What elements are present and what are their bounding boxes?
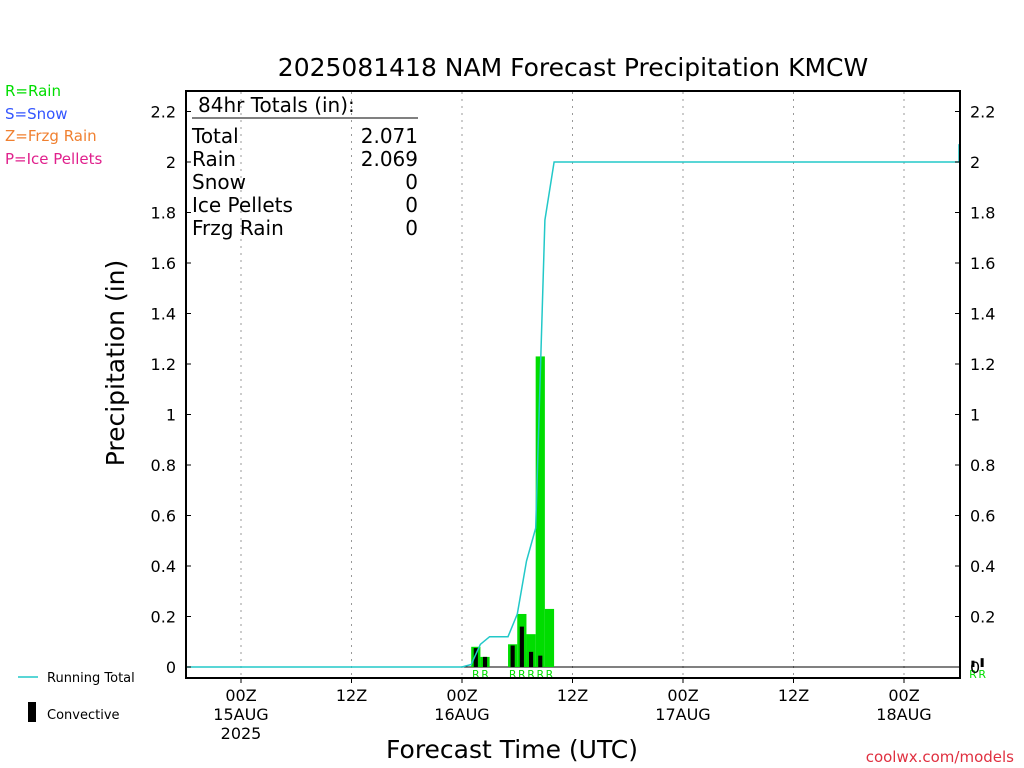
y-tick-label-left: 0.2 — [151, 608, 176, 627]
totals-frzg-rain-value: 0 — [405, 216, 418, 240]
convective-bar — [510, 645, 515, 667]
totals-rain-label: Rain — [192, 147, 236, 171]
y-tick-label-right: 0 — [970, 658, 980, 677]
x-tick-label: 12Z — [336, 686, 367, 705]
y-tick-label-left: 0 — [166, 658, 176, 677]
convective-bar — [980, 658, 984, 667]
site-credit: coolwx.com/models — [866, 748, 1014, 766]
convective-bars — [473, 626, 984, 667]
y-tick-label-right: 0.6 — [970, 507, 995, 526]
y-tick-label-right: 1.8 — [970, 204, 995, 223]
y-tick-label-right: 0.2 — [970, 608, 995, 627]
ptype-legend: R=Rain S=Snow Z=Frzg Rain P=Ice Pellets — [5, 82, 102, 168]
convective-bar — [519, 626, 524, 667]
totals-total-value: 2.071 — [361, 124, 418, 148]
y-tick-label-left: 1.4 — [151, 305, 176, 324]
x-tick-label: 12Z — [778, 686, 809, 705]
y-tick-label-left: 0.8 — [151, 456, 176, 475]
precip-bar — [535, 356, 545, 667]
convective-bar — [971, 660, 975, 667]
ptype-label: R — [518, 668, 526, 681]
legend-snow: S=Snow — [5, 105, 68, 123]
ptype-label: R — [969, 668, 977, 681]
ptype-label: R — [978, 668, 986, 681]
y-tick-label-right: 0.4 — [970, 557, 995, 576]
totals-total-label: Total — [191, 124, 239, 148]
x-tick-label: 00Z — [446, 686, 477, 705]
y-tick-label-right: 1 — [970, 406, 980, 425]
y-tick-label-left: 2.2 — [151, 103, 176, 122]
totals-heading: 84hr Totals (in): — [198, 93, 355, 117]
totals-ice-pellets-value: 0 — [405, 193, 418, 217]
totals-snow-value: 0 — [405, 170, 418, 194]
x-tick-label: 15AUG — [213, 705, 268, 724]
y-tick-label-right: 0.8 — [970, 456, 995, 475]
x-axis-label: Forecast Time (UTC) — [386, 735, 638, 764]
precip-bar — [544, 608, 555, 667]
y-tick-label-right: 1.6 — [970, 254, 995, 273]
legend-ice-pellets: P=Ice Pellets — [5, 150, 102, 168]
convective-bar — [538, 655, 543, 667]
y-tick-label-left: 1.2 — [151, 355, 176, 374]
convective-legend-label: Convective — [47, 708, 120, 723]
x-tick-label: 2025 — [221, 724, 262, 743]
precip-bar — [526, 634, 536, 667]
convective-bar — [482, 656, 488, 667]
y-tick-label-left: 0.4 — [151, 557, 176, 576]
y-tick-label-left: 1 — [166, 406, 176, 425]
x-tick-label: 17AUG — [655, 705, 710, 724]
ptype-label: R — [546, 668, 554, 681]
y-tick-label-right: 2.2 — [970, 103, 995, 122]
y-tick-label-left: 2 — [166, 153, 176, 172]
totals-box: 84hr Totals (in): Total 2.071 Rain 2.069… — [191, 93, 418, 240]
ptype-label: R — [481, 668, 489, 681]
running-total-legend-label: Running Total — [47, 671, 135, 686]
y-axis-ticks: 0 00.2 0.20.4 0.40.6 0.60.8 0.81 11.2 1.21.4 1.4… — [151, 103, 996, 678]
convective-bar — [473, 648, 478, 667]
totals-snow-label: Snow — [192, 170, 246, 194]
y-tick-label-left: 1.8 — [151, 204, 176, 223]
y-tick-label-right: 1.2 — [970, 355, 995, 374]
totals-rain-value: 2.069 — [361, 147, 418, 171]
chart-title: 2025081418 NAM Forecast Precipitation KM… — [278, 53, 868, 82]
y-tick-label-left: 1.6 — [151, 254, 176, 273]
x-tick-label: 00Z — [225, 686, 256, 705]
totals-ice-pellets-label: Ice Pellets — [192, 193, 293, 217]
x-tick-label: 12Z — [557, 686, 588, 705]
y-tick-label-right: 2 — [970, 153, 980, 172]
x-tick-label: 00Z — [888, 686, 919, 705]
ptype-label: R — [472, 668, 480, 681]
x-tick-label: 00Z — [667, 686, 698, 705]
y-axis-label: Precipitation (in) — [101, 260, 130, 467]
bottom-legend: Running Total Convective — [18, 671, 135, 723]
legend-frzg-rain: Z=Frzg Rain — [5, 127, 97, 145]
y-tick-label-right: 1.4 — [970, 305, 995, 324]
ptype-label: R — [536, 668, 544, 681]
x-tick-label: 18AUG — [876, 705, 931, 724]
y-tick-label-left: 0.6 — [151, 507, 176, 526]
convective-bar — [528, 651, 534, 667]
ptype-label: R — [509, 668, 517, 681]
convective-swatch — [28, 702, 36, 722]
x-tick-label: 16AUG — [434, 705, 489, 724]
legend-rain: R=Rain — [5, 82, 61, 100]
totals-frzg-rain-label: Frzg Rain — [192, 216, 284, 240]
ptype-label: R — [527, 668, 535, 681]
